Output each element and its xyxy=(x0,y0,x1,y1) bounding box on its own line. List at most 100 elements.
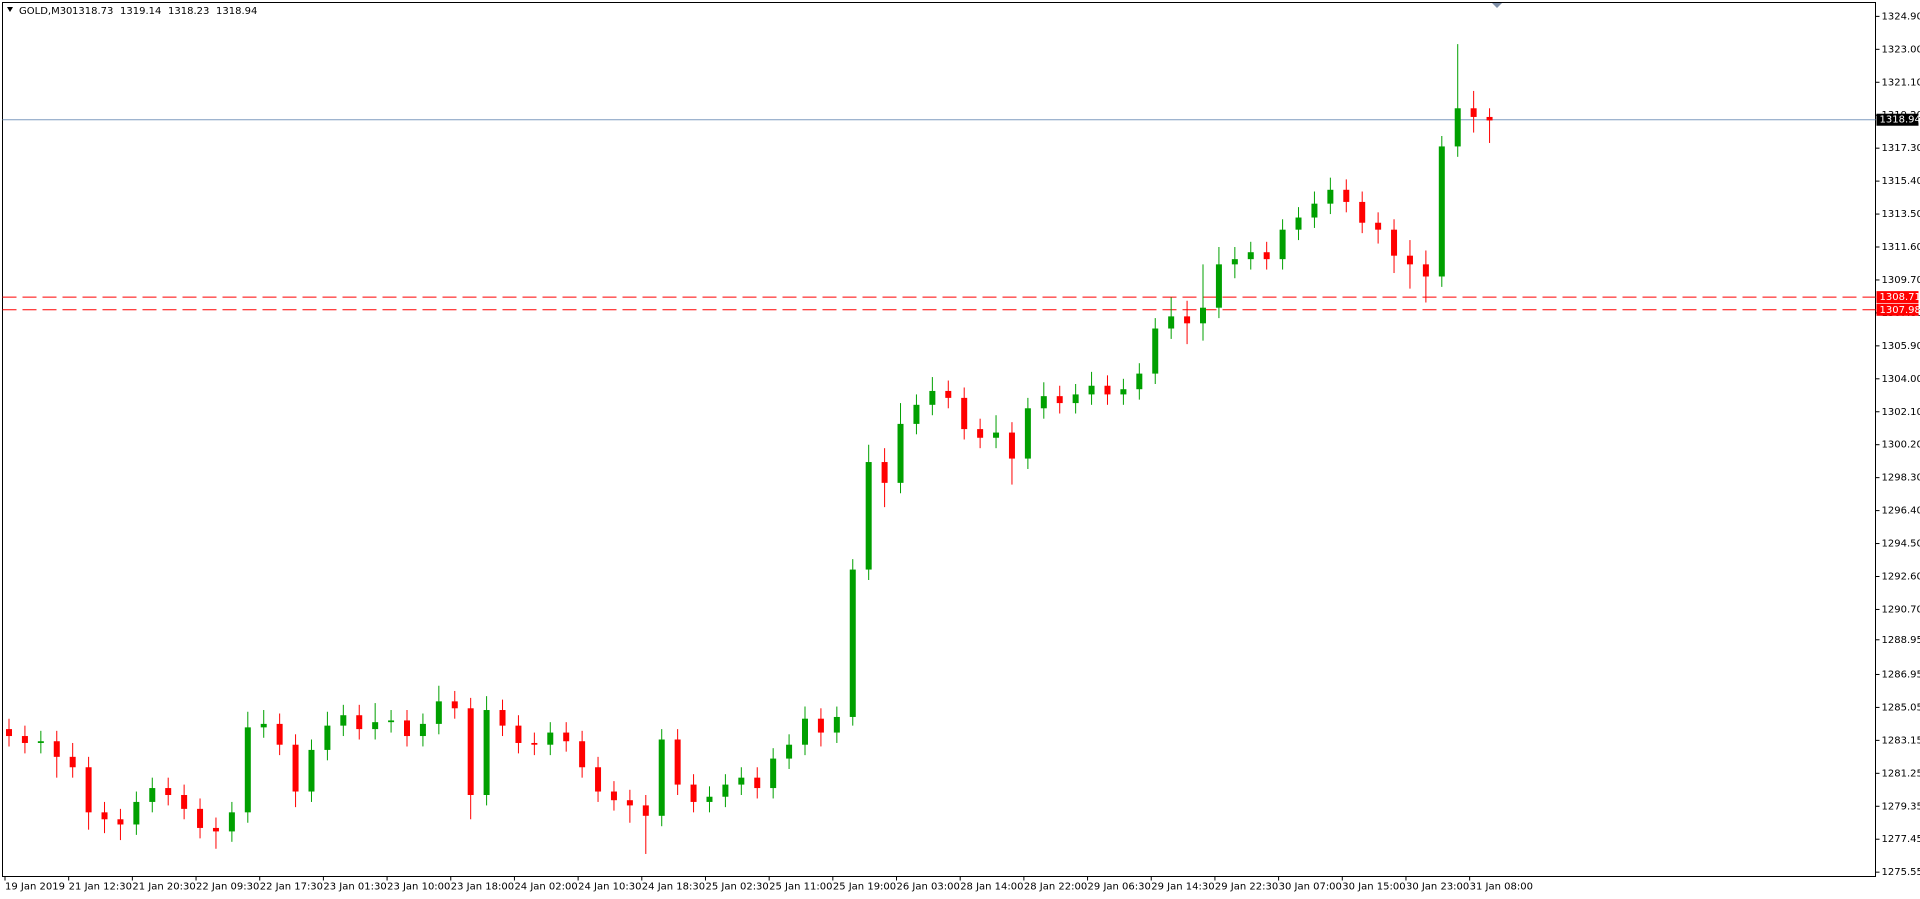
candle-body xyxy=(1088,385,1095,395)
x-tick-label: 30 Jan 15:00 xyxy=(1342,882,1405,893)
candle-body xyxy=(1104,385,1111,395)
y-tick-label: 1277.45 xyxy=(1882,834,1920,845)
candle-body xyxy=(690,784,697,802)
candle-body xyxy=(1024,408,1031,459)
candle-body xyxy=(1040,396,1047,409)
price-lines xyxy=(2,119,1876,311)
candle-body xyxy=(706,796,713,802)
price-label: 1318.94 xyxy=(1880,115,1920,126)
candle-body xyxy=(1215,264,1222,308)
price-labels: 1318.94 1308.71 1307.98 xyxy=(1876,113,1920,316)
candle-body xyxy=(754,777,761,789)
candle-body xyxy=(117,819,124,825)
y-tick-label: 1317.30 xyxy=(1882,143,1920,154)
candle-body xyxy=(1184,316,1191,324)
price-label: 1308.71 xyxy=(1880,292,1920,303)
x-tick-label: 24 Jan 10:30 xyxy=(578,882,641,893)
candle-body xyxy=(85,767,92,813)
candle-body xyxy=(260,723,267,728)
candle-body xyxy=(149,788,156,802)
candle-body xyxy=(1152,328,1159,374)
x-tick-label: 31 Jan 08:00 xyxy=(1470,882,1533,893)
candle-body xyxy=(483,710,490,795)
candle-body xyxy=(324,725,331,750)
ohlc-value: 1318.23 xyxy=(168,6,209,17)
x-tick-label: 23 Jan 18:00 xyxy=(451,882,514,893)
y-tick-label: 1275.55 xyxy=(1882,867,1920,878)
candle-body xyxy=(1056,396,1063,404)
candle-body xyxy=(372,722,379,730)
x-tick-label: 26 Jan 03:00 xyxy=(897,882,960,893)
candle-body xyxy=(929,390,936,405)
candle-body xyxy=(308,749,315,792)
candle-body xyxy=(865,462,872,570)
y-tick-label: 1321.10 xyxy=(1882,77,1920,88)
candle-body xyxy=(802,718,808,745)
y-tick-label: 1300.20 xyxy=(1882,440,1920,451)
candle-body xyxy=(913,404,920,424)
candle-body xyxy=(849,569,856,717)
candle-body xyxy=(1486,116,1493,121)
ohlc-value: 1318.73 xyxy=(72,6,113,17)
candle-body xyxy=(276,723,283,745)
price-label-box xyxy=(1876,113,1919,126)
candle-body xyxy=(1231,259,1238,265)
y-tick-label: 1323.00 xyxy=(1882,44,1920,55)
y-tick-label: 1285.05 xyxy=(1882,702,1920,713)
price-label-box xyxy=(1876,303,1919,316)
y-tick-label: 1288.95 xyxy=(1882,635,1920,646)
candle-body xyxy=(563,732,570,742)
candle-body xyxy=(1406,255,1413,265)
shift-marker xyxy=(1492,3,1502,8)
candle-body xyxy=(212,827,219,832)
candle-body xyxy=(340,715,347,726)
candle-body xyxy=(1008,432,1015,459)
candle-body xyxy=(53,741,60,757)
x-tick-label: 29 Jan 14:30 xyxy=(1151,882,1214,893)
candle-body xyxy=(37,741,44,743)
candle-body xyxy=(1438,146,1445,277)
candle-body xyxy=(674,739,681,785)
ohlc-header: 1318.73 1319.14 1318.23 1318.94 xyxy=(72,6,257,17)
candle-body xyxy=(292,744,299,792)
candle-body xyxy=(786,744,793,759)
candle-body xyxy=(1422,264,1429,277)
candle-body xyxy=(1327,189,1334,204)
x-tick-label: 25 Jan 11:00 xyxy=(769,882,832,893)
y-tick-label: 1324.90 xyxy=(1882,11,1920,22)
y-tick-label: 1304.00 xyxy=(1882,374,1920,385)
candle-body xyxy=(977,429,984,438)
x-tick-label: 28 Jan 14:00 xyxy=(960,882,1023,893)
price-label: 1307.98 xyxy=(1880,305,1920,316)
candle-body xyxy=(833,716,840,733)
y-tick-label: 1309.70 xyxy=(1882,275,1920,286)
x-tick-label: 29 Jan 22:30 xyxy=(1215,882,1278,893)
x-tick-label: 23 Jan 01:30 xyxy=(323,882,386,893)
candle-body xyxy=(133,801,140,825)
candle-body xyxy=(1391,229,1398,256)
y-tick-label: 1294.50 xyxy=(1882,539,1920,550)
ohlc-value: 1318.94 xyxy=(216,6,257,17)
candle-body xyxy=(21,736,28,743)
candle-body xyxy=(69,756,76,768)
candle-body xyxy=(165,788,172,795)
y-tick-label: 1315.40 xyxy=(1882,176,1920,187)
y-tick-label: 1313.50 xyxy=(1882,209,1920,220)
y-tick-label: 1279.35 xyxy=(1882,801,1920,812)
candle-body xyxy=(1136,373,1143,390)
candle-body xyxy=(1247,252,1254,260)
ohlc-value: 1319.14 xyxy=(120,6,161,17)
menu-arrow[interactable] xyxy=(7,7,13,12)
candle-body xyxy=(388,720,395,723)
x-tick-label: 28 Jan 22:00 xyxy=(1024,882,1087,893)
candle-body xyxy=(1120,389,1127,395)
x-tick-label: 21 Jan 20:30 xyxy=(132,882,195,893)
x-tick-label: 24 Jan 18:30 xyxy=(642,882,705,893)
y-tick-label: 1296.40 xyxy=(1882,506,1920,517)
x-tick-label: 21 Jan 12:30 xyxy=(69,882,132,893)
x-tick-label: 24 Jan 02:00 xyxy=(514,882,577,893)
y-tick-label: 1305.90 xyxy=(1882,341,1920,352)
